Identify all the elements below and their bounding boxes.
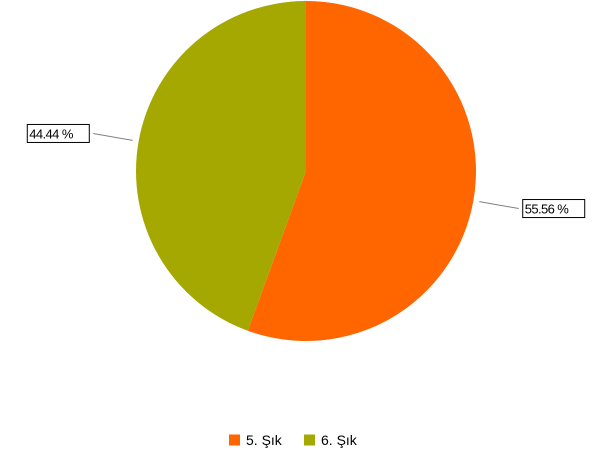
data-label-text: 55.56 %	[525, 202, 570, 217]
leader-line-6-sik	[93, 132, 133, 141]
leader-lines	[93, 132, 519, 210]
pie-slice-6-sik	[135, 1, 306, 331]
legend: 5. Şık 6. Şık	[229, 432, 358, 448]
legend-label: 5. Şık	[246, 432, 283, 448]
legend-swatch	[229, 434, 240, 446]
legend-swatch	[304, 434, 315, 446]
leader-line-5-sik	[479, 201, 519, 210]
data-label-6-sik: 44.44 %	[26, 123, 90, 143]
data-labels: 55.56 % 44.44 %	[26, 123, 586, 219]
pie-slices	[135, 1, 476, 341]
data-label-box	[522, 199, 586, 219]
legend-item-5-sik: 5. Şık	[229, 432, 283, 448]
data-label-box	[26, 123, 90, 143]
legend-item-6-sik: 6. Şık	[304, 432, 358, 448]
data-label-text: 44.44 %	[29, 126, 74, 141]
pie-slice-5-sik	[247, 1, 476, 341]
data-label-5-sik: 55.56 %	[522, 199, 586, 219]
legend-label: 6. Şık	[321, 432, 358, 448]
